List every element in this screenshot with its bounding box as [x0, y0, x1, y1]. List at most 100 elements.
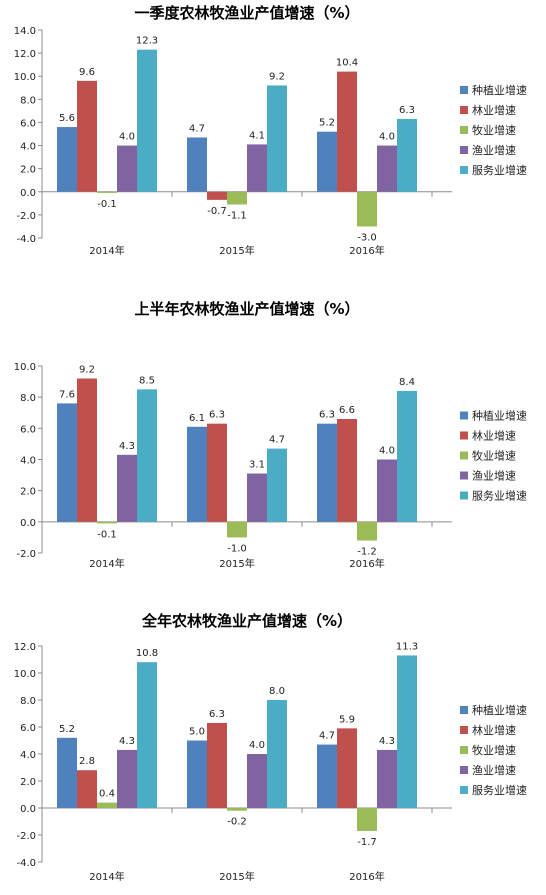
legend-swatch-2: [460, 431, 468, 440]
y-tick-label: 2.0: [20, 777, 36, 788]
legend-label: 渔业增速: [472, 143, 516, 157]
bar-1-2: [187, 426, 207, 522]
data-label: -1.1: [227, 210, 247, 221]
data-label: 5.2: [59, 724, 75, 735]
chart-title: 一季度农林牧渔业产值增速（%）: [134, 4, 359, 22]
data-label: 8.0: [269, 686, 285, 697]
bar-1-1: [57, 737, 77, 808]
data-label: 4.0: [119, 132, 135, 143]
bar-5-3: [397, 390, 417, 522]
legend-swatch-1: [460, 86, 468, 94]
bar-4-3: [377, 749, 397, 808]
bar-3-2: [227, 808, 247, 811]
y-tick-label: 6.0: [20, 723, 36, 734]
y-tick-label: -4.0: [16, 858, 36, 869]
legend-swatch-4: [460, 471, 468, 480]
y-tick-label: 6.0: [20, 424, 36, 435]
bar-1-2: [187, 137, 207, 192]
bar-1-3: [317, 131, 337, 192]
data-label: 4.3: [119, 736, 135, 747]
bar-2-3: [337, 71, 357, 192]
legend-swatch-4: [460, 146, 468, 154]
data-label: 9.2: [79, 364, 95, 375]
bar-1-1: [57, 403, 77, 522]
bar-3-2: [227, 191, 247, 205]
bar-2-1: [77, 378, 97, 522]
data-label: 10.4: [336, 58, 358, 69]
data-label: 6.3: [399, 105, 415, 116]
legend-label: 种植业增速: [472, 703, 527, 717]
bar-1-1: [57, 127, 77, 192]
bar-4-2: [247, 754, 267, 808]
data-label: -0.1: [97, 199, 117, 210]
data-label: 3.1: [249, 460, 265, 471]
chart-title: 全年农林牧渔业产值增速（%）: [141, 612, 352, 630]
bar-5-1: [137, 389, 157, 522]
data-label: 4.3: [379, 736, 395, 747]
y-tick-label: 0.0: [20, 804, 36, 815]
data-label: -0.7: [207, 206, 227, 217]
data-label: 6.3: [209, 709, 225, 720]
legend-label: 牧业增速: [472, 449, 516, 463]
data-label: 8.4: [399, 377, 415, 388]
data-label: -1.0: [227, 543, 247, 554]
y-tick-label: 4.0: [20, 750, 36, 761]
bar-1-3: [317, 744, 337, 808]
y-tick-label: 6.0: [20, 118, 36, 129]
legend-label: 林业增速: [472, 429, 516, 443]
y-tick-label: 0.0: [20, 188, 36, 199]
data-label: -0.2: [227, 817, 247, 828]
bar-4-1: [117, 749, 137, 808]
x-category-label: 2016年: [349, 557, 384, 570]
legend-label: 服务业增速: [472, 783, 527, 797]
bar-2-1: [77, 80, 97, 192]
data-label: 5.6: [59, 113, 75, 124]
data-label: 4.7: [269, 435, 285, 446]
bar-4-1: [117, 454, 137, 522]
y-tick-label: 4.0: [20, 142, 36, 153]
y-tick-label: -2.0: [16, 211, 36, 222]
bar-4-2: [247, 144, 267, 192]
bar-4-2: [247, 473, 267, 522]
legend-swatch-2: [460, 106, 468, 114]
legend-swatch-2: [460, 726, 468, 734]
data-label: 5.2: [319, 118, 335, 129]
legend-swatch-3: [460, 126, 468, 134]
legend-label: 服务业增速: [472, 489, 527, 503]
data-label: 6.6: [339, 405, 355, 416]
x-category-label: 2014年: [89, 244, 124, 257]
bar-5-2: [267, 448, 287, 522]
x-category-label: 2015年: [219, 244, 254, 257]
bar-5-3: [397, 655, 417, 808]
y-tick-label: 12.0: [14, 642, 36, 653]
bar-5-3: [397, 118, 417, 192]
bar-2-2: [207, 423, 227, 522]
y-tick-label: 2.0: [20, 487, 36, 498]
y-tick-label: 14.0: [14, 26, 36, 37]
legend-swatch-1: [460, 706, 468, 714]
bar-2-3: [337, 418, 357, 522]
bar-4-1: [117, 145, 137, 192]
data-label: 4.1: [249, 130, 265, 141]
data-label: 4.7: [189, 123, 205, 134]
x-category-label: 2016年: [349, 244, 384, 257]
legend-label: 牧业增速: [472, 743, 516, 757]
data-label: 6.1: [189, 413, 205, 424]
legend-label: 渔业增速: [472, 763, 516, 777]
legend-label: 林业增速: [472, 723, 516, 737]
bar-2-3: [337, 728, 357, 808]
y-tick-label: -4.0: [16, 234, 36, 245]
bar-5-2: [267, 700, 287, 808]
data-label: 4.0: [379, 446, 395, 457]
y-tick-label: 4.0: [20, 456, 36, 467]
data-label: 0.4: [99, 789, 115, 800]
data-label: 9.2: [269, 71, 285, 82]
legend-swatch-5: [460, 786, 468, 794]
x-category-label: 2014年: [89, 870, 124, 883]
x-category-label: 2014年: [89, 557, 124, 570]
bar-3-2: [227, 521, 247, 538]
bar-5-1: [137, 49, 157, 192]
bar-3-3: [357, 191, 377, 227]
bar-3-1: [97, 521, 117, 524]
bar-2-2: [207, 191, 227, 200]
